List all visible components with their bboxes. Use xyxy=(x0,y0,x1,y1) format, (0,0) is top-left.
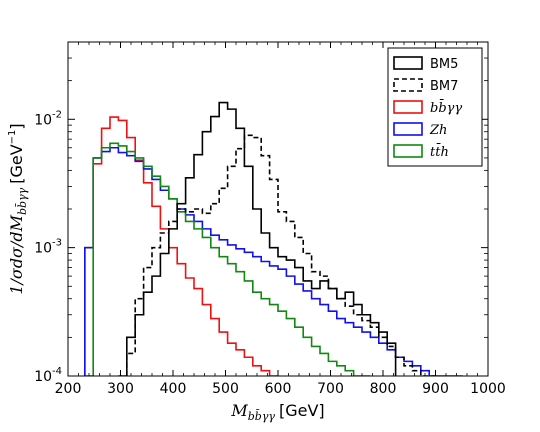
legend: BM5 BM7 bb̄γγ Zh tt̄h xyxy=(387,47,483,167)
legend-label: Zh xyxy=(429,123,447,138)
x-tick-label: 400 xyxy=(160,381,187,397)
legend-swatch xyxy=(393,122,423,136)
series-1-line xyxy=(126,134,438,376)
legend-label: tt̄h xyxy=(430,143,449,160)
x-tick-label: 700 xyxy=(317,381,344,397)
x-tick-label: 500 xyxy=(212,381,239,397)
y-tick-label: 10-2 xyxy=(34,109,62,128)
y-tick-label: 10-4 xyxy=(34,366,62,385)
legend-swatch xyxy=(393,144,423,158)
x-tick-label: 800 xyxy=(370,381,397,397)
x-tick-label: 900 xyxy=(422,381,449,397)
y-axis-label: 1/σdσ/dMbb̄γγ[GeV−1] xyxy=(7,123,29,294)
x-tick-label: 600 xyxy=(265,381,292,397)
ticks-layer: 200 300 400 500 600 700 800 900 1000 10-4 10-3 10-2 xyxy=(34,41,506,397)
legend-box xyxy=(387,47,483,167)
x-tick-label: 1000 xyxy=(470,381,506,397)
y-tick-label: 10-3 xyxy=(34,238,62,257)
legend-label: BM7 xyxy=(430,79,458,94)
series-2-line xyxy=(84,116,278,376)
legend-swatch xyxy=(393,56,423,70)
legend-label: BM5 xyxy=(430,57,458,72)
series-layer xyxy=(84,101,463,376)
legend-label: bb̄γγ xyxy=(430,99,462,116)
x-tick-label: 200 xyxy=(55,381,82,397)
legend-swatch xyxy=(393,78,423,92)
series-4-line xyxy=(84,142,371,376)
legend-swatch xyxy=(393,100,423,114)
x-tick-label: 300 xyxy=(107,381,134,397)
x-axis-label: Mbb̄γγ [GeV] xyxy=(230,401,324,423)
series-0-line xyxy=(118,101,397,376)
